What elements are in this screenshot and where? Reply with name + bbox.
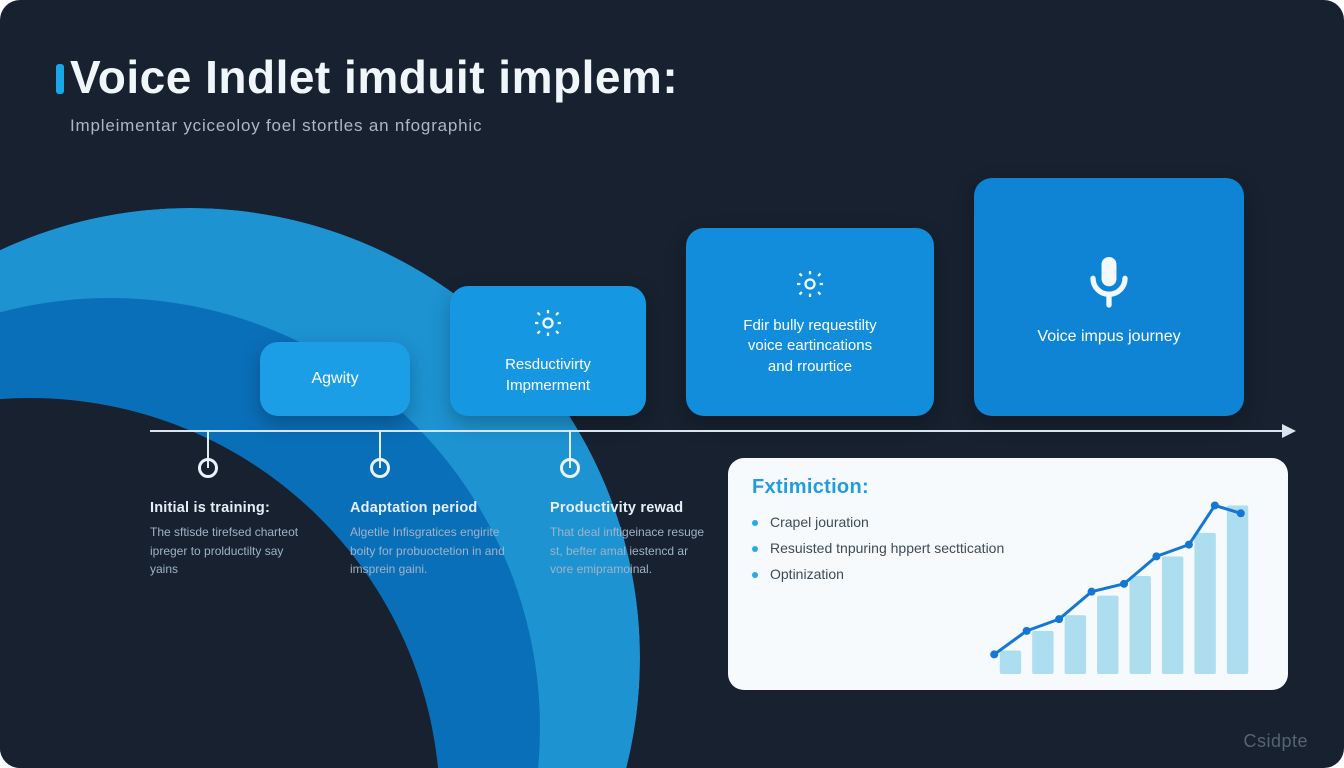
blurb-title: Initial is training:	[150, 500, 310, 516]
stage-card-4: Voice impus journey	[974, 178, 1244, 416]
blurb-2: Adaptation period Algetile Infisgratices…	[350, 500, 510, 579]
blurb-title: Productivity rewad	[550, 500, 710, 516]
blurb-1: Initial is training: The sftisde tirefse…	[150, 500, 310, 579]
blurb-body: That deal inftigeinace resuge st, befter…	[550, 523, 710, 579]
stage-label: Impmerment	[506, 376, 590, 396]
stage-label: Fdir bully requestilty	[743, 316, 876, 336]
title-accent-bar	[56, 64, 64, 94]
mic-icon	[1077, 249, 1141, 318]
infographic-canvas: Voice Indlet imduit implem: Impleimentar…	[0, 0, 1344, 768]
stage-label: Voice impus journey	[1037, 328, 1180, 346]
growth-chart	[978, 478, 1270, 674]
blurb-3: Productivity rewad That deal inftigeinac…	[550, 500, 710, 579]
blurb-body: The sftisde tirefsed charteot ipreger to…	[150, 523, 310, 579]
timeline-blurbs: Initial is training: The sftisde tirefse…	[150, 500, 710, 579]
brand-watermark: Csidpte	[1243, 731, 1308, 752]
chart-panel: Fxtimiction: Crapel jourationResuisted t…	[728, 458, 1288, 690]
blurb-body: Algetile Infisgratices engirite boity fo…	[350, 523, 510, 579]
gear-icon	[531, 306, 565, 345]
timeline-axis	[150, 430, 1294, 432]
chart-area	[978, 478, 1270, 674]
blurb-title: Adaptation period	[350, 500, 510, 516]
stage-card-3: Fdir bully requestiltyvoice eartincation…	[686, 228, 934, 416]
gear-icon	[793, 267, 827, 306]
stage-card-2: ResductivirtyImpmerment	[450, 286, 646, 416]
page-title: Voice Indlet imduit implem:	[70, 50, 1284, 104]
header: Voice Indlet imduit implem: Impleimentar…	[70, 50, 1284, 136]
stage-label: and rrourtice	[768, 357, 852, 377]
page-subtitle: Impleimentar yciceoloy foel stortles an …	[70, 116, 1284, 136]
stage-cards-row: Agwity ResductivirtyImpmerment Fdir bull…	[180, 176, 1294, 416]
stage-card-1: Agwity	[260, 342, 410, 416]
stage-label: Resductivirty	[505, 355, 591, 375]
stage-label: Agwity	[311, 370, 358, 388]
timeline	[150, 430, 1294, 432]
stage-label: voice eartincations	[748, 336, 872, 356]
timeline-arrowhead	[1282, 424, 1296, 438]
